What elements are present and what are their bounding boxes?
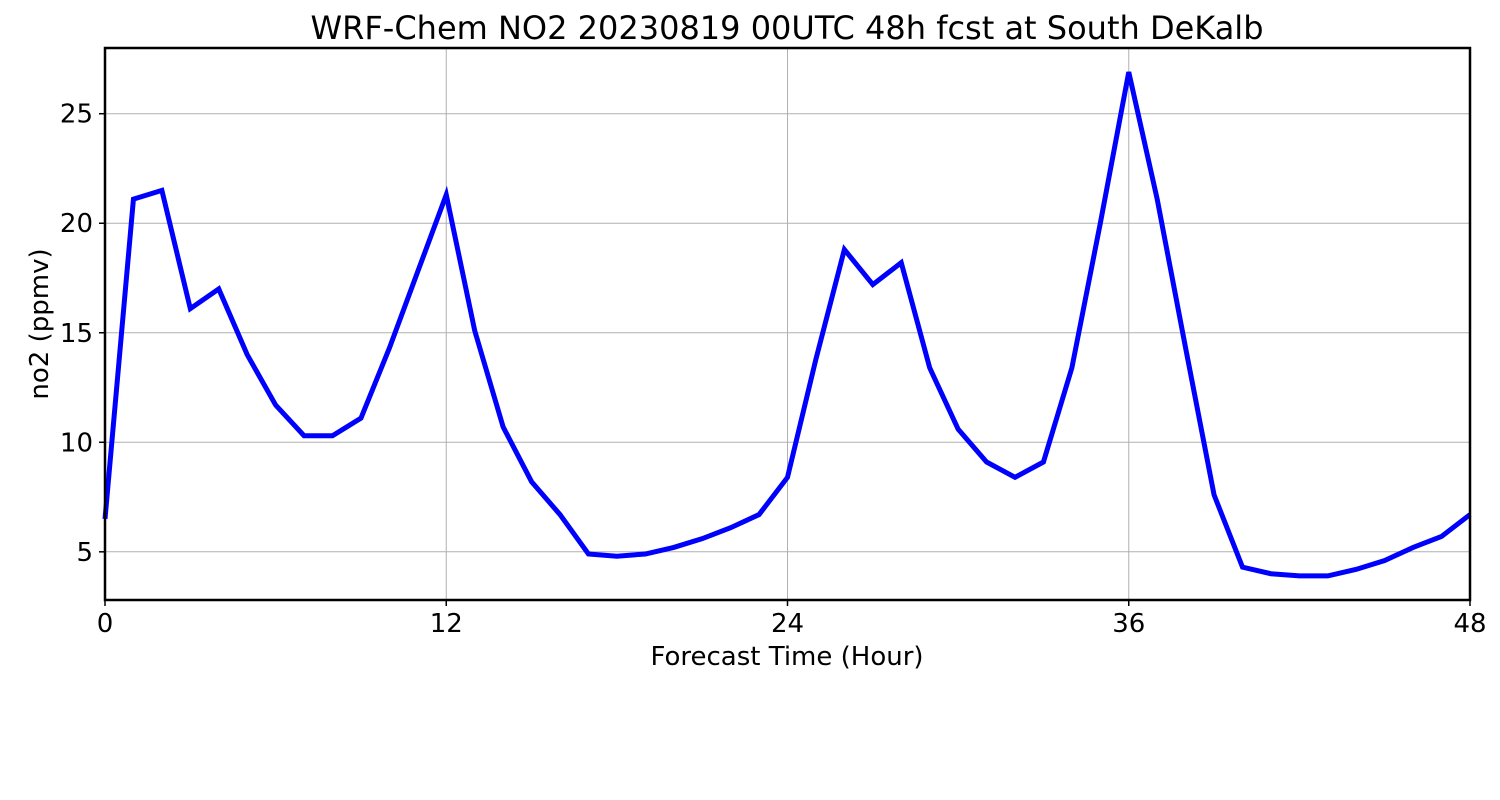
x-tick-label: 48 <box>1453 609 1486 639</box>
grid <box>104 48 1471 600</box>
y-tick-label: 5 <box>76 538 93 568</box>
chart-title: WRF-Chem NO2 20230819 00UTC 48h fcst at … <box>311 9 1264 47</box>
x-tick-label: 12 <box>430 609 463 639</box>
y-tick-label: 25 <box>60 100 93 130</box>
ticks: 0 12 24 36 48 5 10 15 20 25 <box>60 100 1487 639</box>
x-tick-label: 36 <box>1112 609 1145 639</box>
series-line-0 <box>102 71 1472 579</box>
x-axis-label: Forecast Time (Hour) <box>650 642 923 672</box>
series-layer <box>102 71 1472 579</box>
y-tick-label: 20 <box>60 209 93 239</box>
y-axis-label: no2 (ppmv) <box>25 248 55 399</box>
y-tick-label: 15 <box>60 319 93 349</box>
x-tick-label: 24 <box>771 609 804 639</box>
x-tick-label: 0 <box>97 609 114 639</box>
y-tick-label: 10 <box>60 428 93 458</box>
